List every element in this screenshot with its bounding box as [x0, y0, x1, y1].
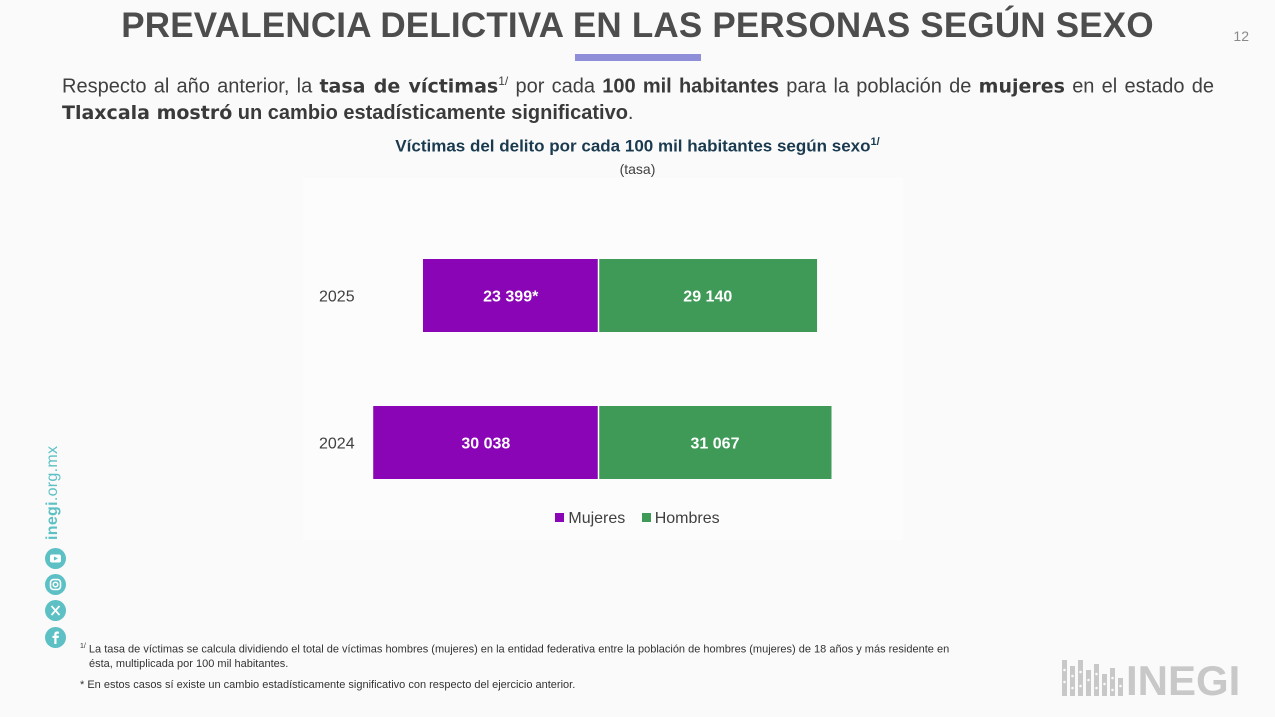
website-label[interactable]: inegi.org.mx: [44, 430, 62, 540]
legend-swatch-mujeres: [555, 513, 565, 522]
bar-hombres-2025: [598, 259, 818, 332]
intro-text: Respecto al año anterior, la: [62, 75, 320, 98]
intro-paragraph: Respecto al año anterior, la tasa de víc…: [62, 68, 1214, 126]
footnote-1: 1/ La tasa de víctimas se calcula dividi…: [80, 640, 1060, 657]
intro-footnote-ref: 1/: [498, 74, 509, 88]
intro-bold-change: un cambio estadísticamente significativo: [232, 101, 628, 124]
chart-subtitle: (tasa): [619, 161, 656, 177]
intro-text: por cada: [508, 75, 603, 98]
bar-hombres-2024: [598, 406, 832, 479]
data-label-mujeres-2024: 30 038: [461, 436, 510, 453]
page-title: PREVALENCIA DELICTIVA EN LAS PERSONAS SE…: [121, 6, 1154, 45]
data-label-mujeres-2025: 23 399*: [483, 289, 539, 306]
intro-bold-women: mujeres: [978, 75, 1065, 98]
inegi-logo-text: INEGI: [1126, 658, 1240, 698]
intro-bold-100k: 100 mil habitantes: [602, 75, 779, 98]
intro-bold-rate: tasa de víctimas: [319, 75, 499, 98]
legend-item-hombres: Hombres: [641, 510, 720, 528]
bar-mujeres-2024: [373, 406, 599, 479]
chart-title-footnote: 1/: [870, 136, 880, 148]
chart-plot-area: 2025 23 399* 29 140 2024 30 038 31 067: [303, 178, 903, 540]
intro-text: para la población de: [779, 75, 979, 98]
legend-item-mujeres: Mujeres: [555, 510, 625, 528]
chart-legend: Mujeres Hombres: [0, 510, 1275, 528]
chart-title-text: Víctimas del delito por cada 100 mil hab…: [395, 136, 871, 156]
title-underline: [575, 54, 701, 61]
data-label-hombres-2024: 31 067: [691, 436, 740, 453]
inegi-logo-graphic: INEGI: [1062, 657, 1240, 704]
intro-text: .: [627, 101, 634, 124]
footnote-2: * En estos casos sí existe un cambio est…: [80, 678, 576, 691]
footnote-1-line2: ésta, multiplicada por 100 mil habitante…: [89, 657, 289, 670]
intro-text: en el estado de: [1064, 75, 1215, 98]
facebook-icon[interactable]: [45, 627, 66, 648]
legend-swatch-hombres: [641, 513, 651, 522]
footnotes: 1/ La tasa de víctimas se calcula dividi…: [80, 640, 1060, 692]
bar-mujeres-2025: [423, 259, 599, 332]
category-label-2025: 2025: [319, 289, 355, 306]
legend-label-mujeres: Mujeres: [568, 510, 626, 527]
chart-title: Víctimas del delito por cada 100 mil hab…: [0, 136, 1275, 157]
page-number: 12: [1233, 28, 1249, 44]
website-bold: inegi: [44, 501, 61, 540]
footnote-1-marker: 1/: [80, 643, 86, 650]
inegi-logo: INEGI: [1062, 657, 1250, 704]
youtube-icon[interactable]: [45, 548, 66, 569]
x-icon[interactable]: [45, 600, 66, 621]
data-label-hombres-2025: 29 140: [683, 289, 732, 306]
website-domain: .org.mx: [44, 445, 61, 502]
category-label-2024: 2024: [319, 436, 355, 453]
legend-label-hombres: Hombres: [654, 510, 720, 527]
intro-bold-state: Tlaxcala: [62, 101, 150, 124]
chart-svg: 2025 23 399* 29 140 2024 30 038 31 067: [319, 259, 832, 479]
footnote-1-line1: La tasa de víctimas se calcula dividiend…: [85, 643, 950, 656]
intro-bold-showed: mostró: [149, 101, 233, 124]
instagram-icon[interactable]: [45, 574, 66, 595]
